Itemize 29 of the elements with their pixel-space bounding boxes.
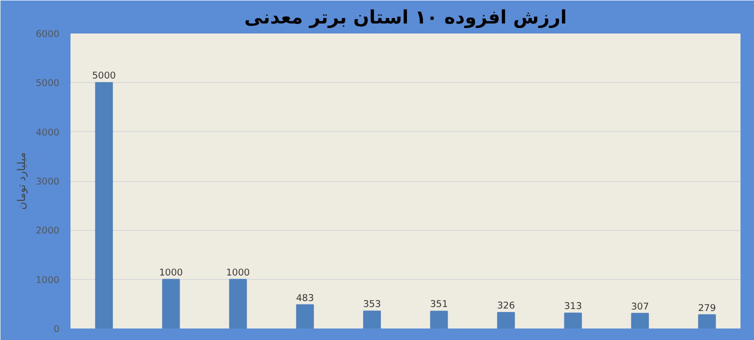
y-axis-title: میلیارد تومان: [14, 152, 28, 210]
data-label: 326: [497, 300, 515, 312]
data-label: 1000: [159, 267, 183, 278]
bar: [363, 310, 381, 328]
data-label: 483: [296, 292, 314, 304]
data-label: 1000: [226, 267, 250, 278]
bar: [296, 304, 314, 328]
y-tick-label: 4000: [36, 127, 60, 138]
bar: [229, 278, 247, 328]
bar: [698, 314, 716, 328]
bar: [497, 312, 515, 328]
bar: [564, 312, 582, 328]
bar: [95, 82, 113, 328]
data-label: 5000: [92, 70, 116, 82]
data-label: 351: [430, 299, 448, 310]
bar: [162, 278, 180, 328]
bar: [430, 310, 448, 328]
y-tick-label: 3000: [36, 176, 60, 188]
data-label: 353: [363, 299, 381, 310]
data-label: 313: [564, 301, 582, 312]
y-tick-label: 2000: [36, 226, 60, 237]
y-tick-label: 5000: [36, 78, 60, 90]
y-tick-label: 1000: [36, 274, 60, 286]
y-tick-label: 6000: [36, 29, 60, 40]
chart-title: ارزش افزوده ۱۰ استان برتر معدنی: [244, 8, 567, 28]
bar: [631, 312, 649, 328]
data-label: 279: [698, 302, 716, 314]
data-label: 307: [631, 301, 649, 312]
y-tick-label: 0: [54, 324, 60, 335]
